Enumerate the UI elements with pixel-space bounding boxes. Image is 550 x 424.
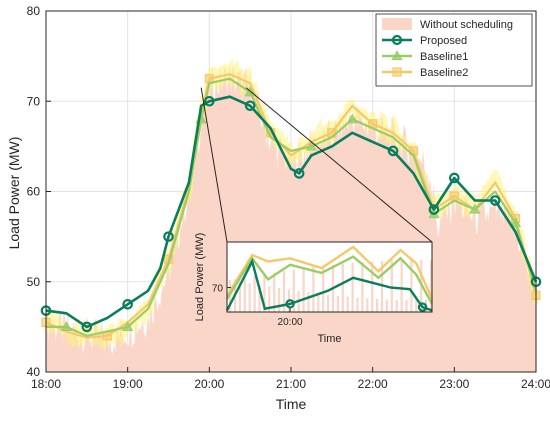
inset-zoom-panel: 20:00 70 Time Load Power (MW)	[194, 233, 434, 345]
inset-background-bar	[248, 283, 251, 312]
inset-background-bar	[292, 269, 295, 312]
legend-marker-proposed	[391, 34, 403, 46]
inset-background-bar	[390, 260, 393, 312]
zoom-connector-lines	[200, 87, 433, 243]
inset-background-bar	[312, 267, 315, 312]
inset-background-bar	[376, 298, 379, 312]
series-point-baseline1	[469, 203, 481, 214]
inset-background-bar	[238, 281, 241, 312]
inset-background-bar	[415, 299, 418, 312]
inset-background-bar	[341, 263, 344, 312]
series-line-baseline1	[46, 77, 538, 337]
inset-series-line-proposed	[225, 258, 433, 312]
series-point-proposed	[387, 145, 399, 157]
inset-background-bar	[410, 260, 413, 312]
x-tick-label: 18:00	[31, 377, 61, 391]
series-point-baseline1	[346, 113, 358, 124]
inset-frame	[226, 241, 433, 313]
inset-background-bar	[336, 295, 339, 312]
x-tick-label: 20:00	[194, 377, 224, 391]
inset-background-bar	[307, 292, 310, 312]
x-axis-label: Time	[276, 396, 307, 412]
inset-series-line-baseline2	[225, 245, 434, 300]
inset-background-bar	[282, 271, 286, 312]
series-point-proposed	[81, 321, 93, 333]
inset-background-bar	[273, 272, 276, 312]
inset-background-bar	[243, 277, 246, 312]
inset-background-bar	[366, 298, 369, 312]
series-point-baseline1	[509, 217, 522, 228]
x-tick-label: 24:00	[521, 377, 550, 391]
inset-background-bar	[356, 297, 359, 312]
inset-background-bar	[405, 299, 408, 312]
series-point-proposed	[293, 168, 305, 179]
inset-background-bar	[278, 288, 281, 312]
series-point-proposed	[449, 172, 460, 184]
inset-background-bar	[268, 286, 271, 312]
x-tick-label: 22:00	[358, 377, 388, 391]
legend-marker-baseline1	[391, 50, 403, 61]
series-point-proposed	[244, 100, 256, 112]
zoom-connector-line	[200, 87, 228, 243]
inset-background-bar	[429, 260, 433, 312]
inset-series-line-baseline1	[225, 255, 434, 305]
inset-background-bar	[395, 299, 398, 312]
series-point-baseline1	[122, 321, 134, 331]
y-tick-label: 50	[27, 275, 41, 289]
inset-series-point-proposed	[285, 299, 295, 309]
series-line-proposed	[45, 95, 538, 329]
legend-label: Baseline1	[420, 51, 468, 63]
series-point-proposed	[489, 195, 501, 206]
series-point-proposed	[163, 231, 174, 242]
inset-background-bar	[327, 294, 330, 312]
y-tick-label: 70	[27, 94, 41, 108]
series-point-baseline2	[449, 191, 459, 201]
inset-background-bar	[302, 268, 305, 312]
y-axis-label: Load Power (MW)	[6, 137, 22, 250]
legend-swatch-without-scheduling	[382, 18, 412, 30]
chart-legend: Without scheduling Proposed Baseline1 Basel…	[375, 13, 533, 87]
series-point-proposed	[428, 204, 440, 215]
inset-x-tick-label: 20:00	[278, 317, 303, 328]
inset-background-bar	[322, 265, 325, 312]
x-tick-label: 23:00	[439, 377, 469, 391]
y-tick-label: 60	[27, 185, 41, 199]
inset-background-bar	[346, 296, 349, 312]
inset-background-bar	[371, 261, 374, 312]
inset-y-tick-label: 70	[212, 284, 224, 295]
inset-background-bar	[400, 260, 403, 312]
x-tick-label: 21:00	[276, 377, 306, 391]
inset-y-axis-label: Load Power (MW)	[194, 233, 206, 322]
series-point-proposed	[122, 299, 133, 310]
legend-label: Proposed	[420, 35, 467, 47]
x-tick-label: 19:00	[113, 377, 143, 391]
legend-label: Baseline2	[420, 67, 468, 79]
legend-label: Without scheduling	[420, 19, 513, 31]
zoom-connector-line	[245, 87, 433, 243]
inset-background-bar	[351, 262, 354, 312]
inset-x-axis-label: Time	[317, 333, 341, 345]
series-point-baseline1	[305, 140, 318, 151]
inset-background-bar	[258, 284, 261, 312]
inset-background-bar	[317, 293, 320, 312]
inset-series-point-proposed	[417, 302, 428, 312]
series-point-proposed	[204, 95, 215, 107]
inset-background-bar	[253, 275, 256, 312]
series-point-baseline1	[60, 321, 73, 331]
main-axes: 18:00 19:00 20:00 21:00 22:00 23:00 24:00 40 50 6…	[27, 4, 550, 391]
inset-background-bar	[361, 261, 364, 312]
legend-marker-baseline2	[392, 67, 402, 77]
y-tick-label: 80	[27, 4, 41, 18]
inset-background-bar	[385, 299, 388, 312]
inset-background-bar	[263, 274, 266, 312]
y-tick-label: 40	[27, 365, 41, 379]
